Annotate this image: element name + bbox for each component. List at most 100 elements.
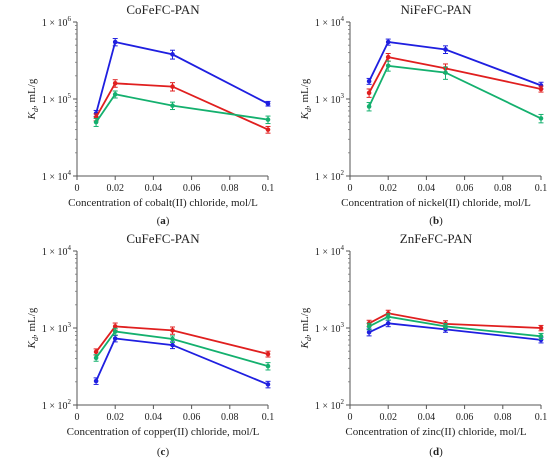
- y-tick-label: 1 × 105: [42, 92, 72, 106]
- data-point: [112, 80, 118, 86]
- data-point: [366, 324, 372, 329]
- data-point: [366, 78, 372, 84]
- x-axis-label: Concentration of cobalt(II) chloride, mo…: [68, 197, 258, 209]
- x-axis-label: Concentration of copper(II) chloride, mo…: [67, 426, 260, 438]
- data-point: [170, 52, 175, 57]
- x-tick-label: 0.06: [183, 412, 201, 423]
- x-tick-label: 0.08: [221, 412, 239, 423]
- data-point: [112, 324, 118, 329]
- series-line: [95, 330, 269, 367]
- y-tick-label: 1 × 103: [315, 321, 345, 335]
- data-point: [112, 39, 118, 45]
- x-tick-label: 0.02: [379, 412, 397, 423]
- series-line: [95, 337, 269, 386]
- data-point: [265, 117, 271, 122]
- series-line: [368, 312, 542, 329]
- data-point: [385, 54, 391, 60]
- data-point: [265, 101, 271, 106]
- data-point: [538, 86, 544, 92]
- panel-letter: (b): [429, 215, 443, 227]
- data-point: [170, 328, 175, 333]
- y-tick-label: 1 × 103: [315, 92, 345, 106]
- series-line: [368, 64, 542, 120]
- y-axis-label: Kd, mL/g: [26, 307, 40, 349]
- x-tick-label: 0.02: [106, 412, 124, 423]
- series-line: [368, 315, 542, 338]
- data-point: [538, 116, 544, 121]
- x-axis-label: Concentration of zinc(II) chloride, mol/…: [345, 426, 526, 438]
- chart-panel-2: NiFeFC-PAN 1 × 102 1 × 103 1 × 104 Kd, mL/g 0…: [299, 2, 547, 227]
- data-point: [366, 90, 372, 96]
- data-point: [385, 39, 391, 45]
- series-line: [368, 56, 542, 94]
- data-point: [112, 329, 118, 334]
- data-point: [443, 47, 448, 52]
- data-point: [443, 324, 448, 329]
- x-tick-label: 0.1: [535, 412, 548, 423]
- data-point: [538, 325, 544, 331]
- data-point: [265, 127, 271, 132]
- x-tick-label: 0.1: [535, 183, 548, 194]
- chart-title: NiFeFC-PAN: [400, 2, 472, 17]
- x-tick-label: 0.04: [418, 183, 436, 194]
- data-point: [385, 314, 391, 320]
- y-tick-label: 1 × 103: [42, 321, 72, 335]
- data-point: [93, 349, 99, 355]
- chart-title: CuFeFC-PAN: [126, 231, 200, 246]
- chart-title: CoFeFC-PAN: [126, 2, 200, 17]
- y-axis-label: Kd, mL/g: [299, 78, 313, 120]
- data-point: [385, 63, 391, 69]
- x-tick-label: 0.08: [221, 183, 239, 194]
- data-point: [93, 355, 99, 361]
- y-tick-label: 1 × 102: [315, 169, 345, 183]
- x-tick-label: 0.04: [145, 183, 163, 194]
- chart-title: ZnFeFC-PAN: [400, 231, 473, 246]
- y-tick-label: 1 × 102: [42, 398, 72, 412]
- data-point: [385, 321, 391, 326]
- x-tick-label: 0: [348, 183, 353, 194]
- y-tick-label: 1 × 104: [42, 169, 72, 183]
- data-point: [170, 84, 175, 89]
- data-point: [93, 378, 99, 384]
- chart-panel-1: CoFeFC-PAN 1 × 104 1 × 105 1 × 106 Kd, mL/g 0…: [26, 2, 274, 227]
- x-tick-label: 0.06: [456, 183, 474, 194]
- x-axis-label: Concentration of nickel(II) chloride, mo…: [341, 197, 531, 209]
- x-tick-label: 0.02: [106, 183, 124, 194]
- panel-letter: (d): [429, 446, 443, 458]
- data-point: [265, 363, 271, 369]
- data-point: [366, 329, 372, 335]
- data-point: [170, 342, 175, 348]
- data-point: [112, 336, 118, 341]
- x-tick-label: 0.02: [379, 183, 397, 194]
- panel-letter: (a): [157, 215, 170, 227]
- series-line: [368, 41, 542, 87]
- data-point: [366, 104, 372, 109]
- series-line: [95, 93, 269, 123]
- data-point: [443, 70, 448, 75]
- x-tick-label: 0.1: [262, 183, 275, 194]
- y-axis-label: Kd, mL/g: [26, 78, 40, 120]
- y-tick-label: 1 × 106: [42, 15, 72, 29]
- y-tick-label: 1 × 104: [315, 244, 345, 258]
- x-tick-label: 0.04: [145, 412, 163, 423]
- x-tick-label: 0.06: [456, 412, 474, 423]
- chart-panel-3: CuFeFC-PAN 1 × 102 1 × 103 1 × 104 Kd, mL/g 0…: [26, 231, 274, 458]
- data-point: [112, 92, 118, 97]
- series-line: [95, 325, 269, 355]
- series-line: [368, 322, 542, 341]
- x-tick-label: 0.06: [183, 183, 201, 194]
- chart-panel-4: ZnFeFC-PAN 1 × 102 1 × 103 1 × 104 Kd, mL/g 0…: [299, 231, 547, 458]
- y-tick-label: 1 × 102: [315, 398, 345, 412]
- x-tick-label: 0.08: [494, 183, 512, 194]
- y-axis-label: Kd, mL/g: [299, 307, 313, 349]
- data-point: [538, 334, 544, 339]
- data-point: [93, 119, 99, 125]
- panel-letter: (c): [157, 446, 170, 458]
- x-tick-label: 0.1: [262, 412, 275, 423]
- data-point: [265, 382, 271, 387]
- x-tick-label: 0: [75, 183, 80, 194]
- x-tick-label: 0.04: [418, 412, 436, 423]
- x-tick-label: 0: [75, 412, 80, 423]
- series-line: [95, 82, 269, 131]
